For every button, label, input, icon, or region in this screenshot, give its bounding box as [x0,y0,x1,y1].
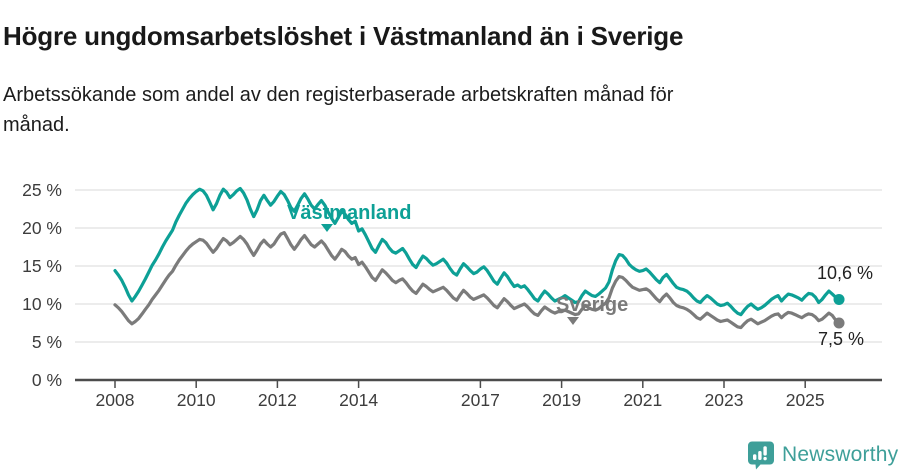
x-tick-label: 2023 [705,390,744,410]
x-tick-label: 2021 [623,390,662,410]
x-tick-label: 2025 [786,390,825,410]
y-tick-label: 5 % [32,332,62,352]
chart-title: Högre ungdomsarbetslöshet i Västmanland … [3,21,684,52]
series-line-vastmanland [113,186,841,317]
x-tick-label: 2014 [339,390,378,410]
y-tick-label: 15 % [22,256,62,276]
series-label-vastmanland: Västmanland [287,202,412,224]
brand-name: Newsworthy [782,443,899,466]
series-line-sverige [113,231,841,330]
x-tick-label: 2019 [542,390,581,410]
end-value-label-vastmanland: 10,6 % [817,263,874,283]
x-tick-label: 2010 [177,390,216,410]
y-tick-label: 10 % [22,294,62,314]
y-tick-label: 25 % [22,180,62,200]
brand-footer: Newsworthy [747,440,898,470]
end-value-label-sverige: 7,5 % [818,329,865,349]
chart-subtitle: Arbetssökande som andel av den registerb… [3,84,674,136]
x-tick-label: 2017 [461,390,500,410]
x-tick-label: 2008 [96,390,135,410]
series-end-dot-sverige [833,317,845,329]
newsworthy-logo-icon [748,441,774,470]
vastmanland-label-pointer-icon [321,224,333,232]
y-tick-label: 0 % [32,370,62,390]
x-tick-label: 2012 [258,390,297,410]
y-tick-label: 20 % [22,218,62,238]
sverige-label-pointer-icon [567,317,579,325]
series-label-sverige: Sverige [556,294,629,316]
series-end-dot-vastmanland [833,293,845,305]
